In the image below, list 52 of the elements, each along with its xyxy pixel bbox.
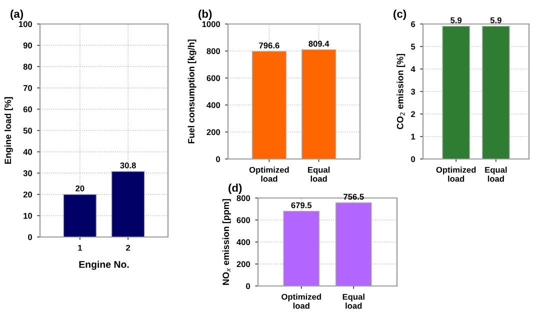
data-label: 809.4 [308,40,330,47]
y-tick-label: 400 [206,102,220,108]
data-label: 30.8 [120,162,136,168]
y-tick-label: 0 [216,156,220,162]
chart-title: (b) [198,10,212,20]
y-axis-title: Engine load [%] [4,97,13,164]
y-tick-label: 30 [23,170,32,176]
y-tick-label: 0 [28,234,32,240]
x-tick-label: Optimized load [282,294,321,309]
y-tick-label: 800 [236,195,250,202]
y-tick-label: 60 [23,106,32,112]
y-tick-label: 1 [411,134,416,140]
y-tick-label: 70 [23,85,32,91]
y-tick-label: 3 [410,88,416,95]
chart-title: (a) [10,10,24,20]
y-tick-label: 90 [23,42,32,48]
data-label: 679.5 [291,202,312,208]
y-tick-label: 800 [206,48,220,54]
y-tick-label: 2 [411,111,416,118]
x-tick-label: Optimized load [249,166,289,182]
data-label: 5.9 [490,17,502,24]
y-tick-label: 600 [236,217,250,224]
x-tick-label: Equal load [342,294,364,309]
y-tick-label: 400 [236,239,250,246]
y-axis-title: NO$_{x}$ emission [ppm] [222,199,231,285]
y-tick-label: 80 [23,64,32,70]
y-tick-label: 10 [24,212,32,219]
y-tick-label: 40 [23,149,32,155]
y-tick-label: 200 [206,129,220,136]
x-tick-label: Equal load [485,166,507,182]
data-label: 20 [76,185,84,192]
y-axis-title: Fuel consumption [kg/h] [188,40,196,144]
data-label: 756.5 [344,194,364,200]
chart-title: (d) [228,184,242,194]
y-tick-label: 1000 [202,21,220,28]
data-label: 796.6 [259,42,280,48]
x-axis-title: Engine No. [79,260,129,270]
y-tick-label: 20 [23,192,32,198]
y-axis-title: CO$_{2}$ emission [%] [396,54,406,130]
data-label: 5.9 [450,17,462,24]
y-tick-label: 600 [206,75,220,82]
y-tick-label: 0 [246,283,250,290]
x-tick-label: Equal load [308,166,330,182]
y-tick-label: 5 [410,44,416,50]
y-tick-label: 4 [410,66,416,72]
y-tick-label: 200 [236,261,250,268]
chart-title: (c) [394,10,406,20]
x-tick-label: Optimized load [436,166,476,182]
y-tick-label: 100 [18,21,32,28]
y-tick-label: 0 [411,156,416,162]
y-tick-label: 50 [23,128,32,134]
y-tick-label: 6 [411,21,416,28]
